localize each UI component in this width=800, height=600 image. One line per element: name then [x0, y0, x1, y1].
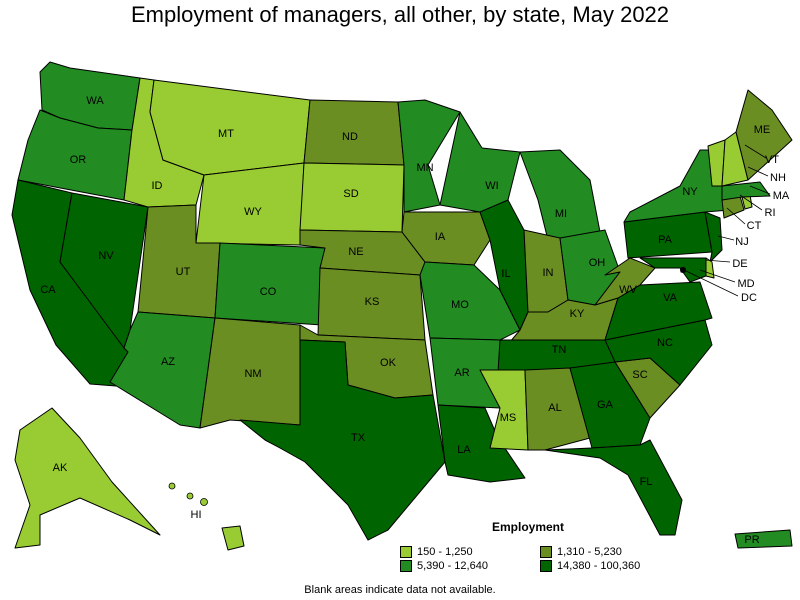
state-label-mn: MN — [416, 162, 433, 174]
state-label-tn: TN — [552, 344, 567, 356]
map-title: Employment of managers, all other, by st… — [130, 2, 670, 27]
state-mo[interactable] — [419, 261, 521, 341]
state-ms[interactable] — [479, 369, 529, 451]
state-pr[interactable] — [734, 529, 793, 549]
state-label-hi: HI — [191, 509, 202, 521]
state-label-dc: DC — [741, 292, 757, 304]
state-label-pr: PR — [744, 534, 759, 546]
hi-island — [186, 492, 194, 500]
state-label-md: MD — [737, 278, 754, 290]
state-label-co: CO — [260, 286, 277, 298]
state-label-or: OR — [70, 154, 87, 166]
state-tx[interactable] — [239, 339, 446, 541]
state-label-va: VA — [663, 292, 678, 304]
state-label-ok: OK — [380, 357, 397, 369]
state-label-ga: GA — [597, 399, 614, 411]
state-label-az: AZ — [161, 356, 175, 368]
state-fl[interactable] — [544, 439, 683, 536]
state-label-mi: MI — [555, 208, 567, 220]
state-label-mt: MT — [218, 128, 234, 140]
state-label-ne: NE — [348, 246, 363, 258]
legend-swatch-2 — [540, 546, 552, 558]
state-label-tx: TX — [351, 432, 366, 444]
state-al[interactable] — [524, 367, 591, 451]
state-label-nm: NM — [244, 368, 261, 380]
state-co[interactable] — [214, 242, 326, 326]
state-label-wi: WI — [485, 180, 498, 192]
state-ma[interactable] — [721, 181, 771, 201]
state-label-nh: NH — [770, 172, 786, 184]
state-labels: WA OR CA NV ID MT WY UT AZ CO NM ND SD NE KS OK TX MN IA MO… — [40, 95, 790, 546]
state-label-ma: MA — [773, 190, 790, 202]
footnote: Blank areas indicate data not available. — [304, 584, 496, 596]
state-label-ca: CA — [40, 284, 56, 296]
state-label-nc: NC — [657, 337, 673, 349]
legend-label-4: 14,380 - 100,360 — [557, 560, 641, 572]
legend-item-4: 14,380 - 100,360 — [540, 560, 640, 572]
state-nj[interactable] — [704, 211, 723, 263]
state-label-ny: NY — [682, 186, 698, 198]
state-label-sc: SC — [632, 369, 647, 381]
state-label-vt: VT — [765, 154, 779, 166]
state-label-ak: AK — [53, 462, 68, 474]
state-label-nv: NV — [98, 250, 114, 262]
hi-island — [200, 498, 208, 506]
state-label-ia: IA — [435, 231, 446, 243]
legend-item-1: 150 - 1,250 — [400, 546, 473, 558]
state-label-sd: SD — [343, 188, 358, 200]
state-mn[interactable] — [397, 99, 461, 213]
state-label-ms: MS — [500, 412, 517, 424]
state-label-wa: WA — [86, 95, 104, 107]
state-label-de: DE — [732, 258, 747, 270]
state-label-in: IN — [543, 267, 554, 279]
state-label-pa: PA — [658, 234, 673, 246]
legend-title: Employment — [492, 520, 565, 534]
state-wv[interactable] — [594, 257, 656, 306]
state-ak[interactable] — [14, 407, 161, 549]
legend-item-3: 5,390 - 12,640 — [400, 560, 488, 572]
state-label-wv: WV — [619, 284, 637, 296]
state-label-ct: CT — [747, 220, 762, 232]
legend-swatch-4 — [540, 560, 552, 572]
state-label-ar: AR — [454, 367, 469, 379]
state-me[interactable] — [735, 89, 793, 181]
state-label-la: LA — [457, 444, 471, 456]
state-label-al: AL — [548, 402, 561, 414]
state-label-il: IL — [501, 268, 510, 280]
state-label-ut: UT — [176, 266, 191, 278]
legend-label-3: 5,390 - 12,640 — [417, 560, 488, 572]
label-leader-lines — [683, 144, 771, 297]
state-label-me: ME — [754, 124, 771, 136]
state-ga[interactable] — [569, 361, 651, 449]
legend-item-2: 1,310 - 5,230 — [540, 546, 622, 558]
hi-island — [168, 482, 176, 490]
state-label-mo: MO — [451, 299, 469, 311]
legend-swatch-3 — [400, 560, 412, 572]
state-la[interactable] — [437, 404, 526, 483]
legend-label-2: 1,310 - 5,230 — [557, 546, 622, 558]
state-md[interactable] — [639, 257, 707, 283]
state-label-ks: KS — [365, 296, 380, 308]
state-label-oh: OH — [589, 257, 606, 269]
state-label-nj: NJ — [735, 236, 748, 248]
state-label-nd: ND — [342, 131, 358, 143]
state-label-ri: RI — [765, 207, 776, 219]
state-shapes — [11, 61, 793, 551]
dc-marker — [680, 267, 686, 273]
state-label-wy: WY — [244, 206, 262, 218]
state-hi[interactable] — [221, 525, 245, 551]
legend-label-1: 150 - 1,250 — [417, 546, 473, 558]
state-label-fl: FL — [640, 476, 653, 488]
state-label-ky: KY — [570, 308, 585, 320]
legend-swatch-1 — [400, 546, 412, 558]
state-wy[interactable] — [195, 162, 305, 246]
state-label-id: ID — [152, 180, 163, 192]
state-mi[interactable] — [519, 149, 601, 241]
